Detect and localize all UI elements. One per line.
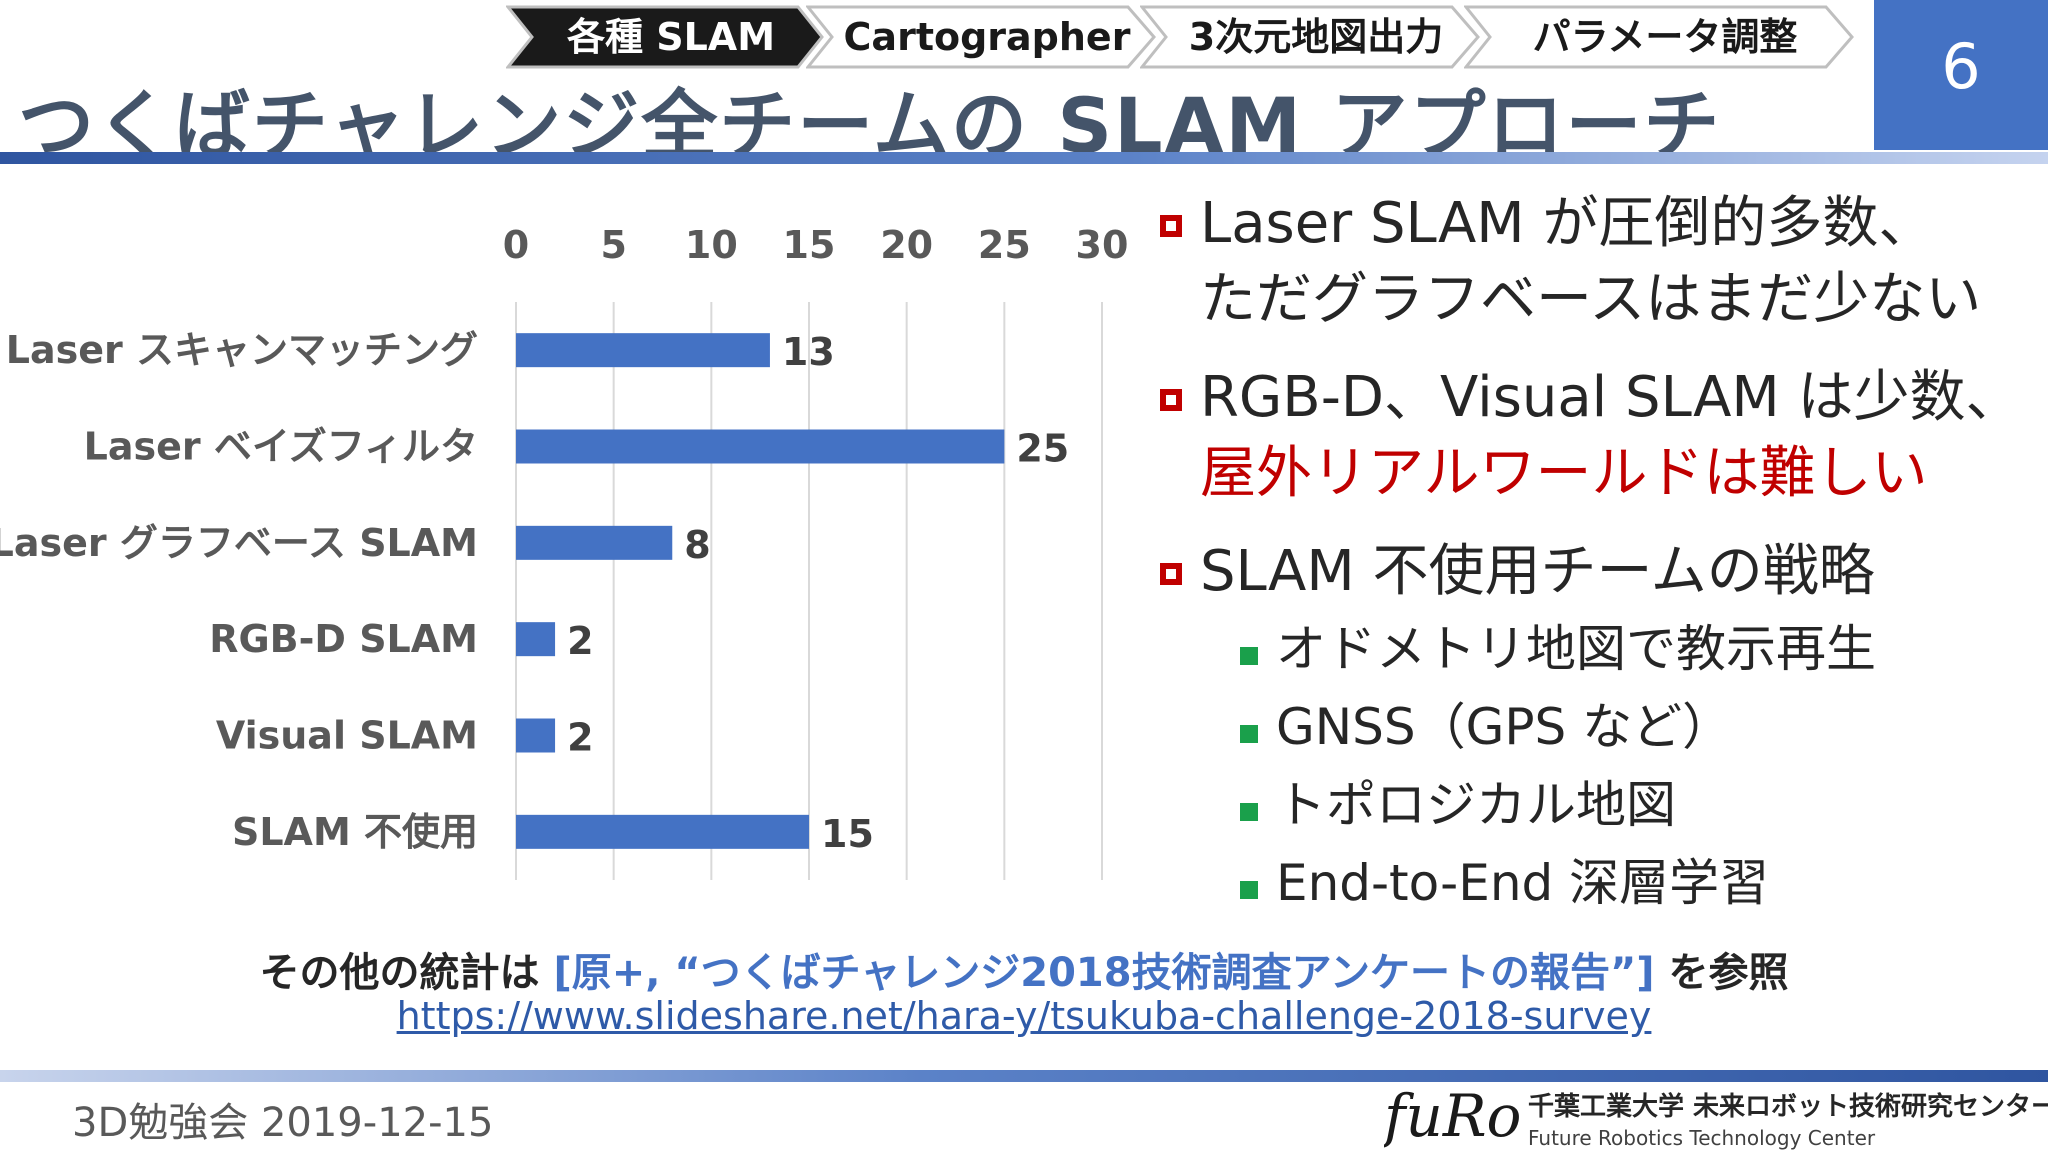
x-tick-label: 15 (783, 223, 836, 267)
data-label: 8 (684, 523, 710, 567)
breadcrumb-chevron-shape (506, 5, 824, 69)
bar (516, 525, 673, 560)
sub-bullet-text: GNSS（GPS など） (1276, 698, 1733, 756)
bullet-item: RGB-D、Visual SLAM は少数、 屋外リアルワールドは難しい (1160, 360, 2040, 512)
x-tick-label: 0 (503, 223, 529, 267)
category-label: RGB-D SLAM (209, 617, 478, 661)
sub-bullet-square-icon (1240, 725, 1258, 743)
bar (516, 718, 556, 753)
bar (516, 429, 1005, 464)
bullet-square-icon (1160, 389, 1182, 411)
category-label: Laser スキャンマッチング (6, 328, 478, 372)
category-label: Laser グラフベース SLAM (0, 521, 478, 565)
bullet-text: ただグラフベースはまだ少ない (1200, 267, 1982, 332)
sub-bullet-square-icon (1240, 881, 1258, 899)
org-name-ja: 千葉工業大学 未来ロボット技術研究センター (1528, 1092, 2048, 1122)
bar (516, 814, 809, 849)
data-label: 13 (782, 330, 835, 374)
breadcrumb-label: 3次元地図出力 (1188, 15, 1444, 59)
page-number-box: 6 (1874, 0, 2048, 150)
footnote-suffix: を参照 (1668, 950, 1789, 996)
category-label: Visual SLAM (216, 714, 478, 758)
breadcrumb: 各種 SLAM Cartographer 3次元地図出力 パラメータ調整 (0, 0, 2048, 80)
sub-bullet-text: オドメトリ地図で教示再生 (1276, 620, 1876, 678)
page-number: 6 (1941, 30, 1981, 103)
breadcrumb-chevron-shape (1140, 5, 1480, 69)
breadcrumb-item-3d-map[interactable]: 3次元地図出力 (1140, 5, 1480, 69)
bullet-square-icon (1160, 215, 1182, 237)
logo-text: fuRo (1384, 1082, 1521, 1148)
footnote: その他の統計は [原+, “つくばチャレンジ2018技術調査アンケートの報告”]… (0, 940, 2048, 998)
sub-bullet-item: オドメトリ地図で教示再生 (1160, 610, 2040, 688)
x-tick-label: 10 (685, 223, 738, 267)
org-name-en: Future Robotics Technology Center (1528, 1126, 1876, 1150)
furo-logo: fuRo (1384, 1082, 1521, 1148)
bullet-text: Laser SLAM が圧倒的多数、 (1200, 191, 1935, 256)
category-label: Laser ベイズフィルタ (84, 425, 478, 469)
bar (516, 622, 556, 657)
data-label: 25 (1016, 427, 1069, 471)
sub-bullet-item: トポロジカル地図 (1160, 766, 2040, 844)
data-label: 2 (567, 716, 593, 760)
title-divider (0, 152, 2048, 164)
breadcrumb-label: Cartographer (843, 15, 1131, 59)
sub-bullet-square-icon (1240, 647, 1258, 665)
bullet-square-icon (1160, 563, 1182, 585)
bar (516, 333, 770, 368)
breadcrumb-chevron-shape (806, 5, 1156, 69)
category-label: SLAM 不使用 (232, 810, 478, 854)
breadcrumb-item-parameters[interactable]: パラメータ調整 (1464, 5, 1854, 69)
sub-bullet-square-icon (1240, 803, 1258, 821)
breadcrumb-item-slam[interactable]: 各種 SLAM (506, 5, 824, 69)
x-tick-label: 30 (1076, 223, 1129, 267)
breadcrumb-item-cartographer[interactable]: Cartographer (806, 5, 1156, 69)
x-tick-label: 25 (978, 223, 1031, 267)
bullet-item: SLAM 不使用チームの戦略 (1160, 534, 2040, 610)
footnote-reference: [原+, “つくばチャレンジ2018技術調査アンケートの報告”] (553, 950, 1655, 996)
x-tick-label: 20 (880, 223, 933, 267)
data-label: 15 (821, 812, 874, 856)
data-label: 2 (567, 619, 593, 663)
footer-divider (0, 1070, 2048, 1082)
bar-chart: 0 5 10 15 20 25 30 Laser スキャンマッチング 13 Laser ベイズフィ… (0, 223, 1129, 880)
bullet-item: Laser SLAM が圧倒的多数、 ただグラフベースはまだ少ない (1160, 186, 2040, 338)
sub-bullet-item: GNSS（GPS など） (1160, 688, 2040, 766)
bullet-text: RGB-D、Visual SLAM は少数、 (1200, 365, 2022, 430)
x-tick-label: 5 (600, 223, 626, 267)
bullet-text: SLAM 不使用チームの戦略 (1200, 539, 1875, 604)
sub-bullet-item: End-to-End 深層学習 (1160, 844, 2040, 922)
breadcrumb-label: 各種 SLAM (566, 15, 776, 59)
survey-link[interactable]: https://www.slideshare.net/hara-y/tsukub… (396, 994, 1652, 1038)
footnote-prefix: その他の統計は (259, 950, 540, 996)
footer-event-date: 3D勉強会 2019-12-15 (72, 1100, 494, 1146)
sub-bullet-text: トポロジカル地図 (1276, 776, 1676, 834)
breadcrumb-label: パラメータ調整 (1532, 15, 1798, 59)
sub-bullet-text: End-to-End 深層学習 (1276, 854, 1770, 912)
bullet-highlight-text: 屋外リアルワールドは難しい (1200, 441, 1928, 506)
breadcrumb-chevron-shape (1464, 5, 1854, 69)
bullet-list: Laser SLAM が圧倒的多数、 ただグラフベースはまだ少ない RGB-D、… (1160, 186, 2040, 922)
